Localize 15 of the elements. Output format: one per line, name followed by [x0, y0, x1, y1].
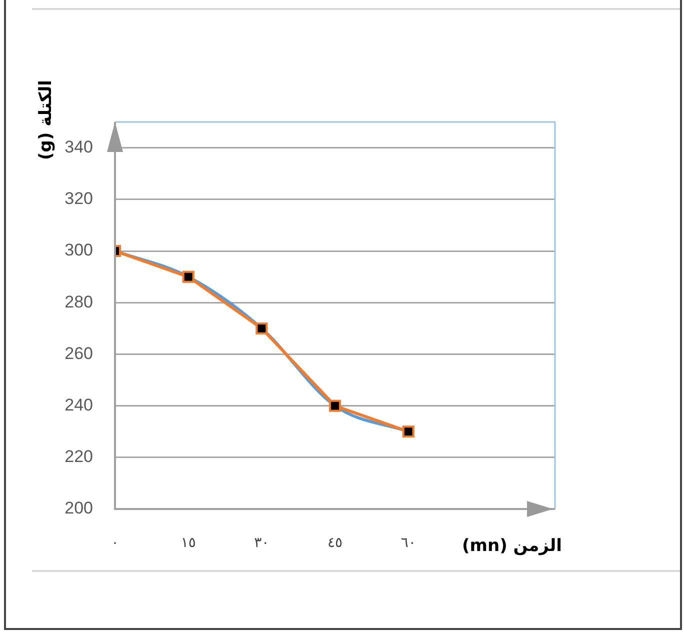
y-tick-label: 300	[64, 240, 93, 260]
y-tick-label: 340	[64, 137, 93, 156]
y-tick-label: 220	[64, 447, 93, 466]
y-axis-title: الكتلة (g)	[36, 80, 56, 160]
x-tick-label: ٠	[111, 535, 119, 552]
y-tick-label: 320	[64, 189, 93, 208]
y-tick-label: 240	[64, 395, 93, 414]
x-tick-label: ٦٠	[400, 535, 416, 552]
y-tick-label: 280	[64, 292, 93, 312]
x-tick-label: ١٥	[180, 535, 196, 552]
y-tick-label: 260	[64, 344, 93, 363]
x-tick-label: ٣٠	[254, 535, 270, 552]
x-tick-label: ٤٥	[327, 535, 343, 552]
y-tick-label: 200	[64, 498, 93, 518]
x-axis-title: الزمن (mn)	[462, 536, 562, 556]
